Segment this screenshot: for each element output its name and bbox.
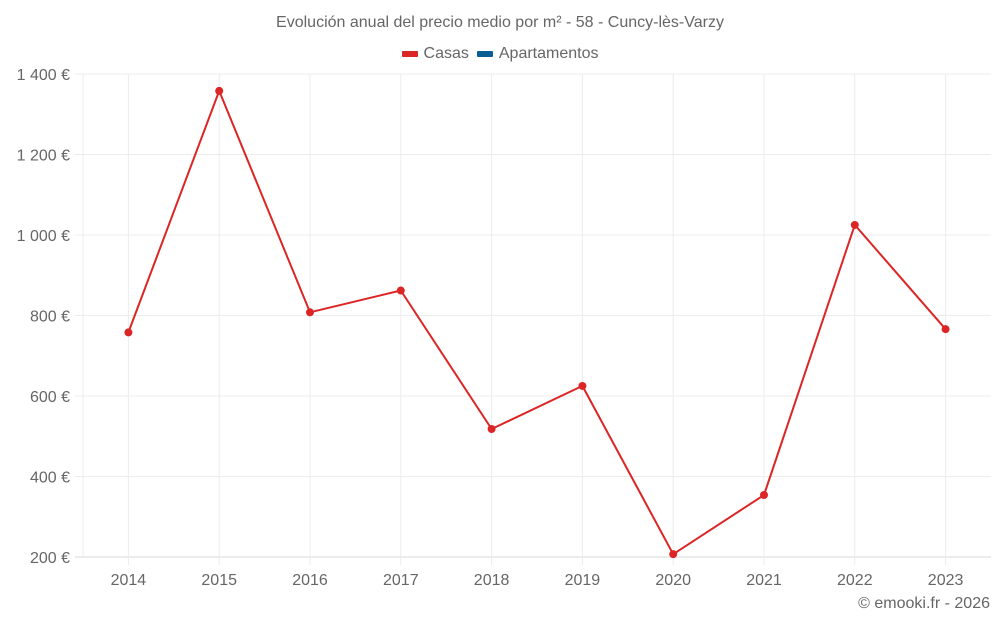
casas-line xyxy=(127,89,947,556)
legend-label-casas: Casas xyxy=(423,45,469,62)
legend-swatch-casas xyxy=(401,51,418,57)
x-tick-label: 2021 xyxy=(746,572,782,589)
data-point[interactable] xyxy=(850,220,859,229)
y-tick-label: 400 € xyxy=(30,470,70,487)
x-tick-label: 2016 xyxy=(292,572,328,589)
y-axis: 200 € 400 € 600 € 800 € 1 000 € 1 200 € 1 400 … xyxy=(17,67,70,567)
x-tick-label: 2023 xyxy=(928,572,964,589)
legend-item-apartamentos[interactable]: Apartamentos xyxy=(476,45,599,63)
legend-label-apartamentos: Apartamentos xyxy=(498,45,599,62)
x-tick-label: 2020 xyxy=(655,572,691,589)
y-tick-label: 600 € xyxy=(30,389,70,406)
y-tick-label: 200 € xyxy=(30,550,70,567)
data-point[interactable] xyxy=(124,328,133,337)
chart-title: Evolución anual del precio medio por m² … xyxy=(276,14,724,31)
data-point[interactable] xyxy=(215,86,224,95)
data-point[interactable] xyxy=(760,491,768,500)
legend: Casas Apartamentos xyxy=(0,45,1000,63)
gridlines xyxy=(75,73,991,565)
data-point[interactable] xyxy=(941,325,950,334)
x-tick-label: 2017 xyxy=(383,572,419,589)
data-point[interactable] xyxy=(578,381,587,390)
y-tick-label: 800 € xyxy=(30,309,70,326)
data-point[interactable] xyxy=(306,308,314,317)
data-point[interactable] xyxy=(396,286,405,295)
x-tick-label: 2019 xyxy=(565,572,601,589)
x-tick-label: 2018 xyxy=(474,572,510,589)
data-point[interactable] xyxy=(669,550,678,559)
x-tick-label: 2022 xyxy=(837,572,873,589)
legend-item-casas[interactable]: Casas xyxy=(401,45,469,63)
x-axis: 2014 2015 2016 2017 2018 2019 2020 2021 2022 2023 xyxy=(111,572,964,589)
y-tick-label: 1 400 € xyxy=(17,67,70,84)
x-tick-label: 2014 xyxy=(111,572,147,589)
series-casas xyxy=(124,86,950,559)
credit-text: © emooki.fr - 2026 xyxy=(858,595,990,612)
y-tick-label: 1 200 € xyxy=(17,148,70,165)
x-tick-label: 2015 xyxy=(201,572,237,589)
y-tick-label: 1 000 € xyxy=(17,228,70,245)
data-point[interactable] xyxy=(487,425,496,434)
legend-swatch-apartamentos xyxy=(476,51,493,57)
